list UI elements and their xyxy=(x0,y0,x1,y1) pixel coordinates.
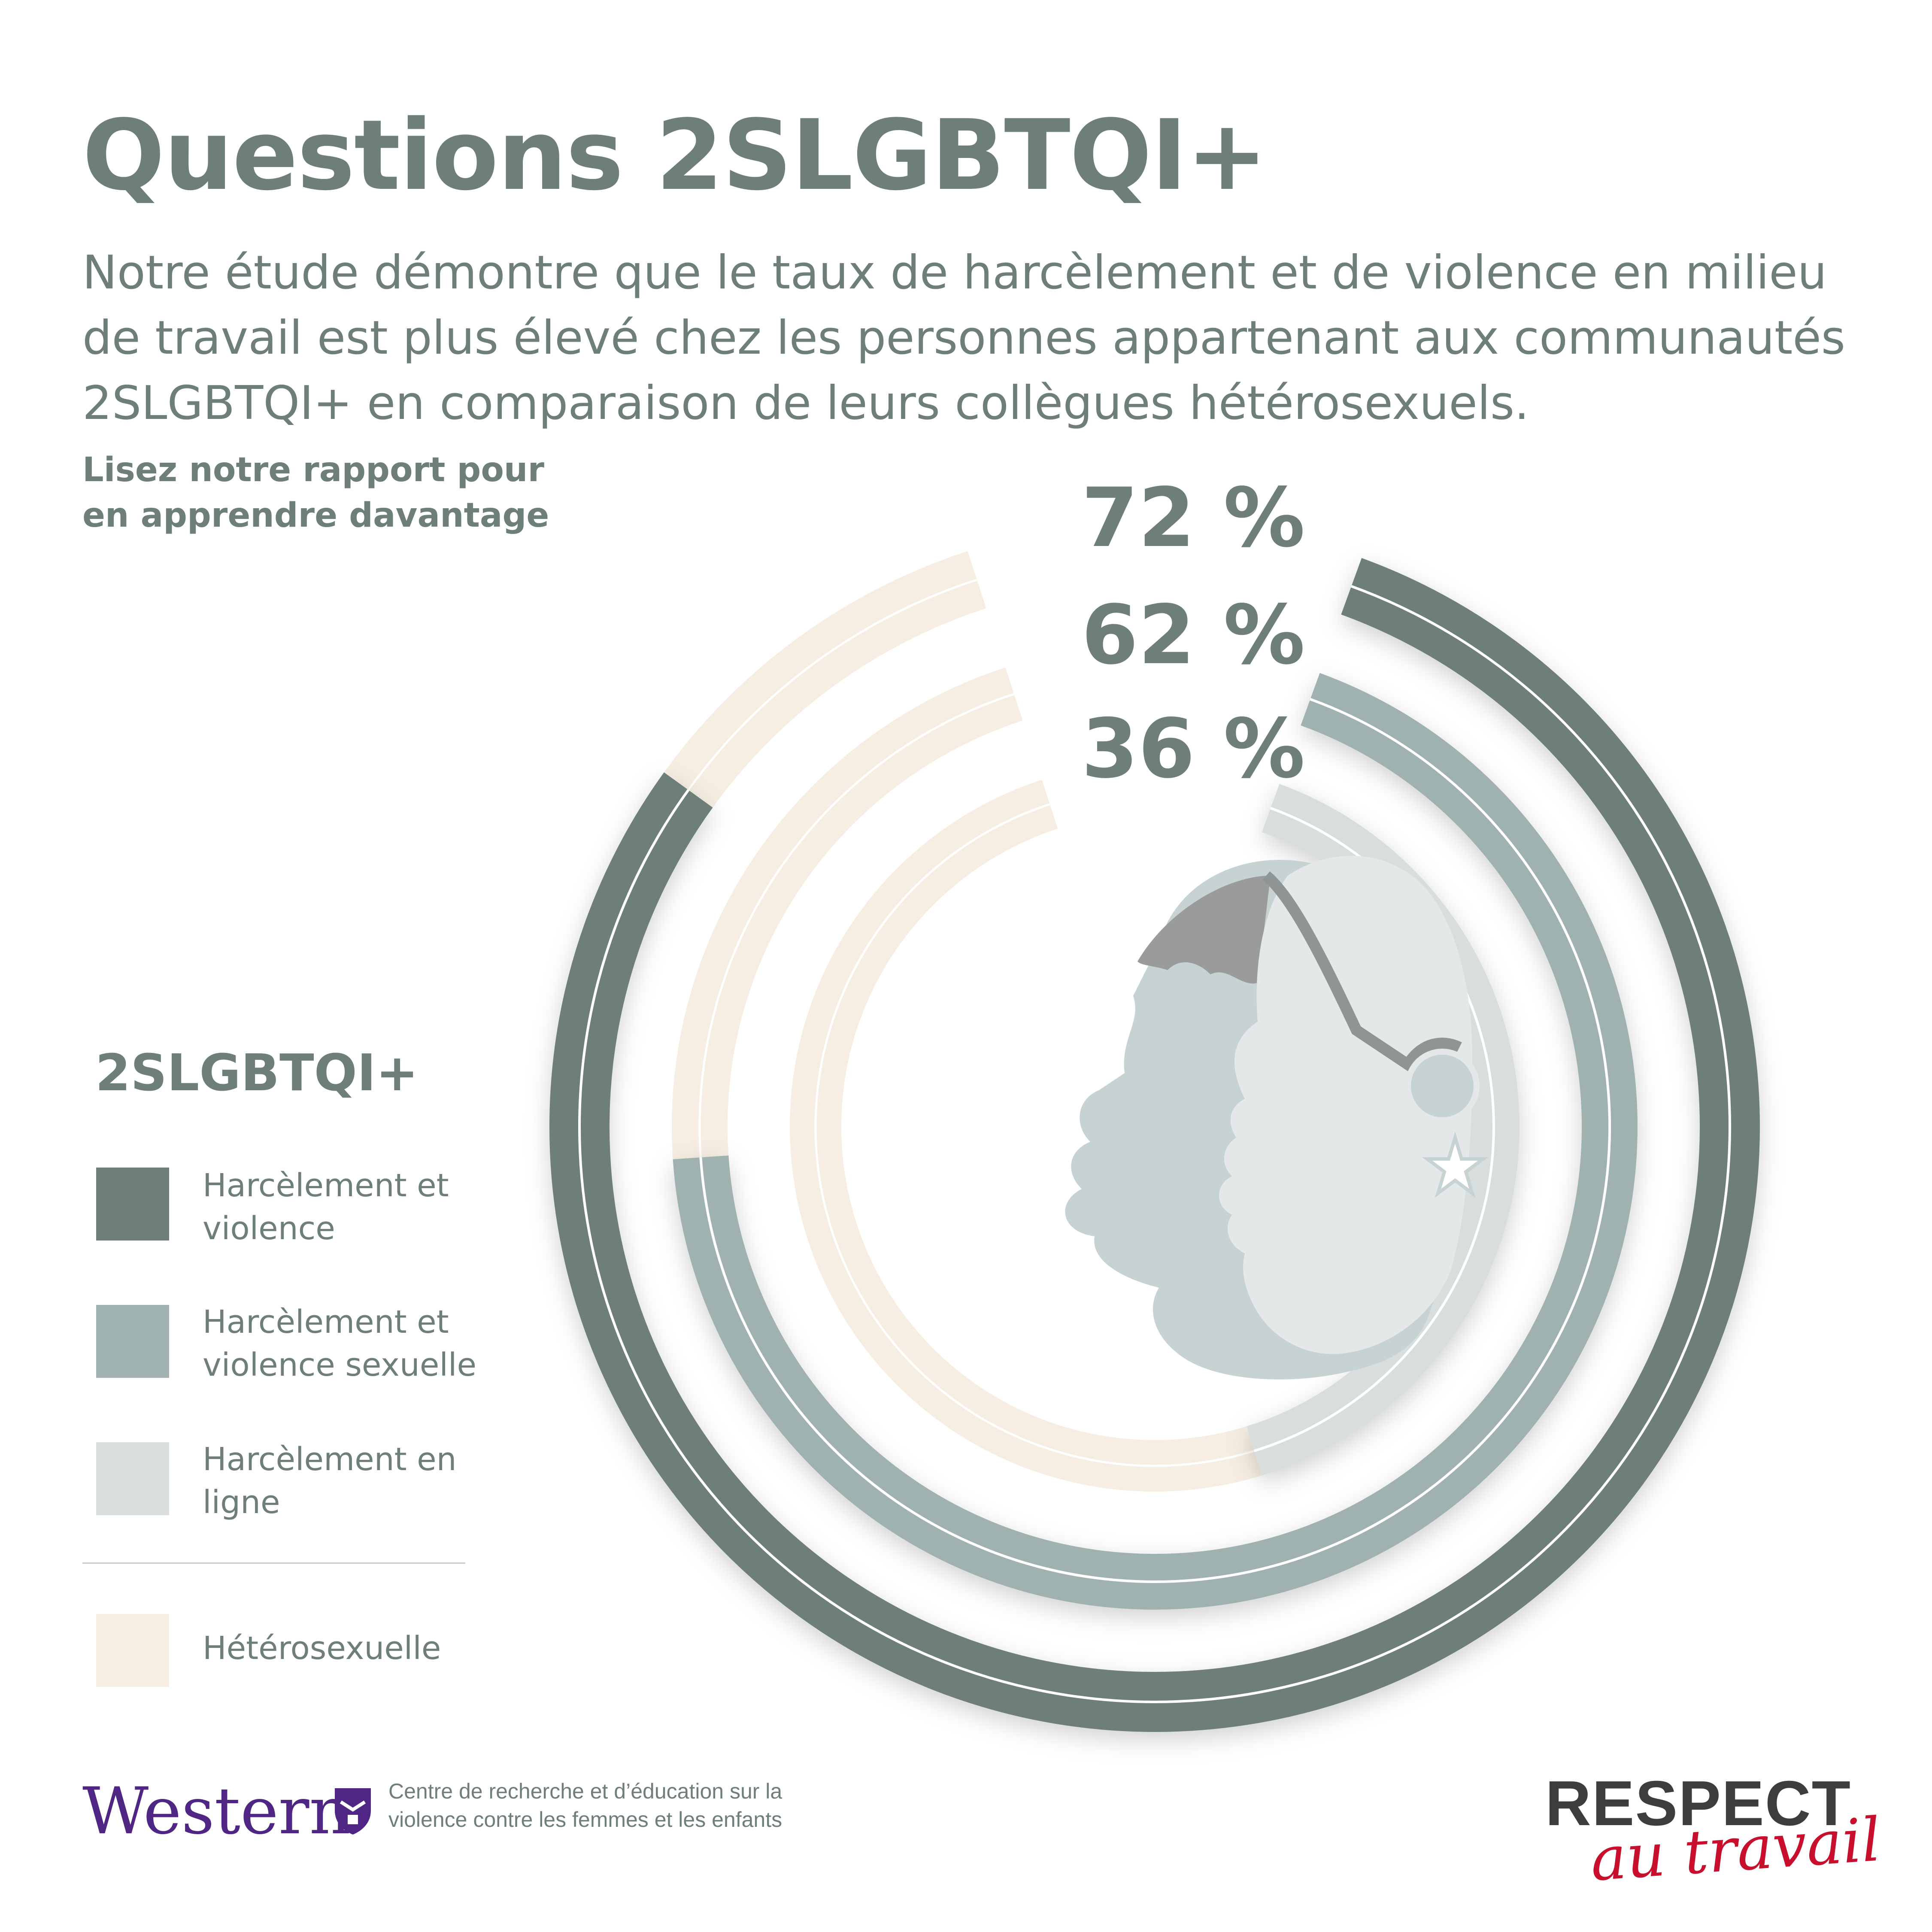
legend-swatch-sexual xyxy=(96,1305,169,1378)
star-icon xyxy=(1422,1131,1488,1198)
legend-divider xyxy=(82,1562,465,1564)
legend-swatch-harassment xyxy=(96,1168,169,1240)
page-title: Questions 2SLGBTQI+ xyxy=(82,99,1268,212)
label-72: 72 % xyxy=(1081,470,1305,565)
page-subtitle: Notre étude démontre que le taux de harc… xyxy=(82,246,1846,430)
western-crest-icon xyxy=(335,1788,371,1835)
legend-swatch-online xyxy=(96,1442,169,1515)
legend-label-online: Harcèlement en ligne xyxy=(203,1441,457,1521)
report-link-text[interactable]: Lisez notre rapport pour en apprendre da… xyxy=(82,451,549,535)
value-arc-line-1 xyxy=(578,585,1732,1703)
value-arc-line-2 xyxy=(699,698,1611,1583)
two-faces-icon xyxy=(1065,855,1488,1380)
legend-title: 2SLGBTQI+ xyxy=(95,1043,419,1102)
centre-name: Centre de recherche et d’éducation sur l… xyxy=(388,1779,783,1832)
legend-label-heterosexual: Hétérosexuelle xyxy=(203,1630,441,1667)
legend-swatch-heterosexual xyxy=(96,1614,169,1687)
label-36: 36 % xyxy=(1081,701,1305,796)
legend-label-sexual: Harcèlement et violence sexuelle xyxy=(203,1304,476,1383)
label-62: 62 % xyxy=(1081,588,1305,682)
respect-logo: RESPECT xyxy=(1545,1768,1852,1839)
western-logo: Western xyxy=(82,1774,351,1849)
legend-label-harassment: Harcèlement et violence xyxy=(203,1167,449,1247)
